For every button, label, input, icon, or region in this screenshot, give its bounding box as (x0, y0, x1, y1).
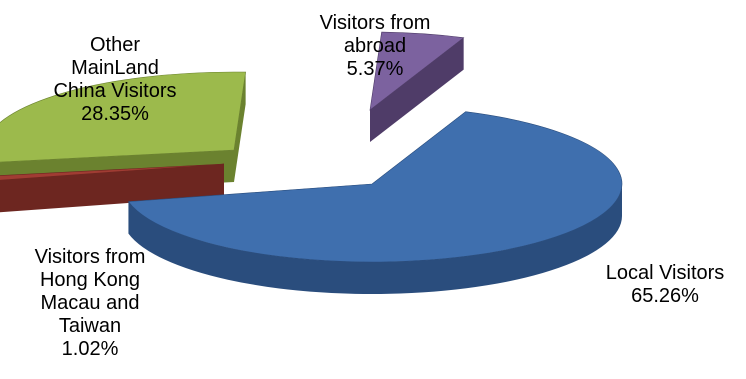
pie-slice-mainland-china-wall-2 (234, 72, 246, 182)
slice-label-hk-macau-taiwan-value: 1.02% (61, 338, 119, 360)
pie-slice-visitors-abroad-top (369, 31, 465, 111)
pie-slice-visitors-abroad (369, 31, 465, 143)
slice-label-mainland-china: Other MainLand China Visitors 28.35% (20, 34, 210, 126)
slice-label-visitors-abroad-line-1: Visitors from (319, 12, 431, 34)
slice-label-mainland-china-value: 28.35% (81, 103, 149, 125)
slice-label-mainland-china-line-3: China Visitors (53, 80, 177, 102)
slice-label-mainland-china-line-2: MainLand (71, 57, 159, 79)
slice-label-local-visitors-value: 65.26% (631, 285, 699, 307)
slice-label-visitors-abroad-value: 5.37% (346, 58, 404, 80)
slice-label-hk-macau-taiwan-line-4: Taiwan (58, 315, 122, 337)
slice-label-visitors-abroad-line-2: abroad (343, 35, 407, 57)
pie-slice-local-visitors (127, 111, 623, 294)
slice-label-local-visitors: Local Visitors 65.26% (585, 262, 745, 308)
pie-slice-local-visitors-top (127, 111, 623, 263)
pie-slice-hk-macau-taiwan-top (0, 163, 225, 181)
slice-label-local-visitors-line-1: Local Visitors (605, 262, 725, 284)
slice-label-hk-macau-taiwan-line-1: Visitors from (34, 246, 146, 268)
pie-slice-mainland-china-top (0, 71, 246, 163)
slice-label-hk-macau-taiwan: Visitors from Hong Kong Macau and Taiwan… (0, 246, 180, 361)
pie-slice-local-visitors-rim-1 (128, 184, 622, 294)
slice-label-hk-macau-taiwan-line-3: Macau and (40, 292, 140, 314)
pie-slice-hk-macau-taiwan (0, 163, 225, 213)
pie-slice-visitors-abroad-wall-2 (370, 37, 464, 143)
slice-label-visitors-abroad: Visitors from abroad 5.37% (290, 12, 460, 81)
slice-label-hk-macau-taiwan-line-2: Hong Kong (39, 269, 141, 291)
slice-label-mainland-china-line-1: Other (89, 34, 141, 56)
